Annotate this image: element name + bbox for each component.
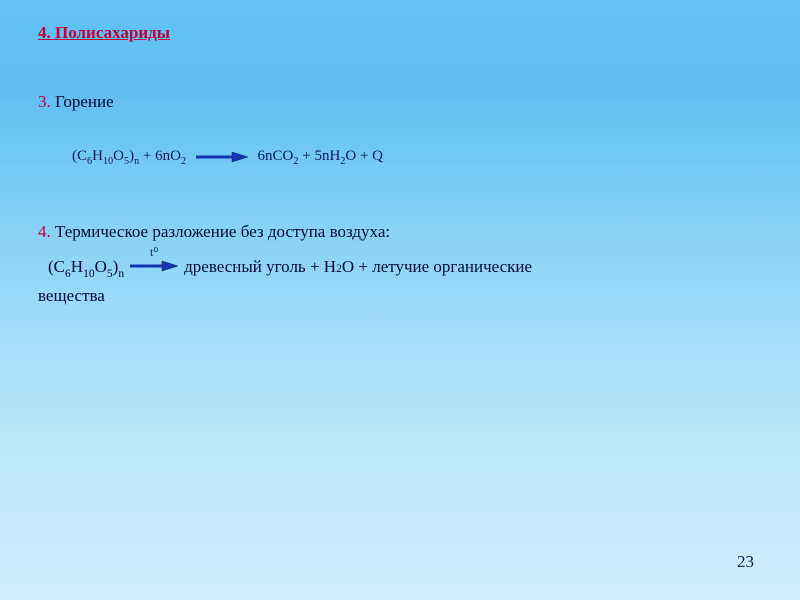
eq1-rhs: 6nCO2 + 5nH2O + Q (258, 148, 383, 164)
eq1-plus1: + 6nO (139, 148, 181, 164)
subsection-3-number: 3. (38, 92, 51, 111)
eq1-c: (C (72, 148, 87, 164)
subsection-3-label: Горение (55, 92, 114, 111)
eq1-h2-sub: 2 (340, 156, 345, 167)
section-title: 4. Полисахариды (38, 22, 762, 45)
eq2-h2-sub: 2 (336, 261, 342, 277)
eq2-n: n (118, 267, 124, 280)
slide: 4. Полисахариды 3. Горение (C6H10O5)n + … (0, 0, 800, 600)
eq2-h-sub: 10 (83, 267, 95, 280)
reaction-arrow-icon: t⁰ (130, 258, 178, 272)
eq2-rhs-part-b: O + летучие органические (342, 256, 532, 279)
pyrolysis-equation: (C6H10O5)n t⁰ древесный уголь + H2O + ле… (48, 256, 762, 281)
eq1-o-sub: 5 (124, 156, 129, 167)
eq2-c-sub: 6 (65, 267, 71, 280)
eq1-o2-sub: 2 (181, 156, 186, 167)
reaction-arrow-icon (196, 149, 248, 163)
eq1-co2-sub: 2 (293, 156, 298, 167)
arrow-temperature-label: t⁰ (150, 244, 158, 260)
eq1-o: O (113, 148, 124, 164)
eq1-rhs1: 6nCO (258, 148, 294, 164)
eq1-lhs: (C6H10O5)n + 6nO2 (72, 148, 190, 164)
subsection-4-number: 4. (38, 222, 51, 241)
eq1-h-sub: 10 (103, 156, 113, 167)
subsection-4-label: Термическое разложение без доступа возду… (55, 222, 390, 241)
combustion-equation: (C6H10O5)n + 6nO2 6nCO2 + 5nH2O + Q (72, 146, 762, 169)
eq2-h: H (71, 257, 83, 276)
eq2-c: (C (48, 257, 65, 276)
eq1-c-sub: 6 (87, 156, 92, 167)
eq1-tail: O + Q (345, 148, 383, 164)
eq2-lhs: (C6H10O5)n (48, 256, 124, 281)
subsection-4-heading: 4. Термическое разложение без доступа во… (38, 221, 762, 244)
subsection-3-heading: 3. Горение (38, 91, 762, 114)
eq1-plus2: + 5nH (298, 148, 340, 164)
pyrolysis-equation-line2: вещества (38, 285, 762, 308)
eq2-o-sub: 5 (107, 267, 113, 280)
eq2-o: O (95, 257, 107, 276)
page-number: 23 (737, 552, 754, 572)
eq1-n: n (134, 156, 139, 167)
eq2-rhs-part-a: древесный уголь + H (184, 256, 336, 279)
eq1-h: H (92, 148, 103, 164)
